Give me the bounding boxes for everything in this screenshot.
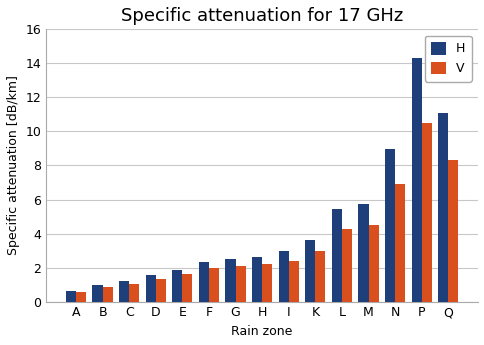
Title: Specific attenuation for 17 GHz: Specific attenuation for 17 GHz — [121, 7, 402, 25]
Bar — [278, 252, 288, 302]
Bar — [447, 160, 457, 302]
Bar — [304, 239, 315, 302]
Bar — [262, 264, 272, 302]
Bar — [394, 184, 405, 302]
Bar — [331, 209, 341, 302]
Bar — [66, 292, 76, 302]
Bar — [182, 274, 192, 302]
X-axis label: Rain zone: Rain zone — [231, 325, 292, 338]
Bar — [341, 229, 351, 302]
Bar — [102, 287, 112, 302]
Bar — [368, 225, 378, 302]
Bar — [438, 113, 447, 302]
Bar — [76, 292, 86, 302]
Bar — [172, 270, 182, 302]
Bar — [129, 284, 139, 302]
Bar — [145, 275, 155, 302]
Bar — [288, 261, 298, 302]
Legend: H, V: H, V — [424, 36, 471, 81]
Y-axis label: Specific attenuation [dB/km]: Specific attenuation [dB/km] — [7, 76, 20, 255]
Bar — [119, 281, 129, 302]
Bar — [315, 252, 325, 302]
Bar — [252, 257, 262, 302]
Bar — [411, 58, 421, 302]
Bar — [92, 285, 102, 302]
Bar — [225, 259, 235, 302]
Bar — [198, 263, 209, 302]
Bar — [155, 279, 166, 302]
Bar — [421, 123, 431, 302]
Bar — [209, 268, 219, 302]
Bar — [235, 266, 245, 302]
Bar — [384, 149, 394, 302]
Bar — [358, 204, 368, 302]
